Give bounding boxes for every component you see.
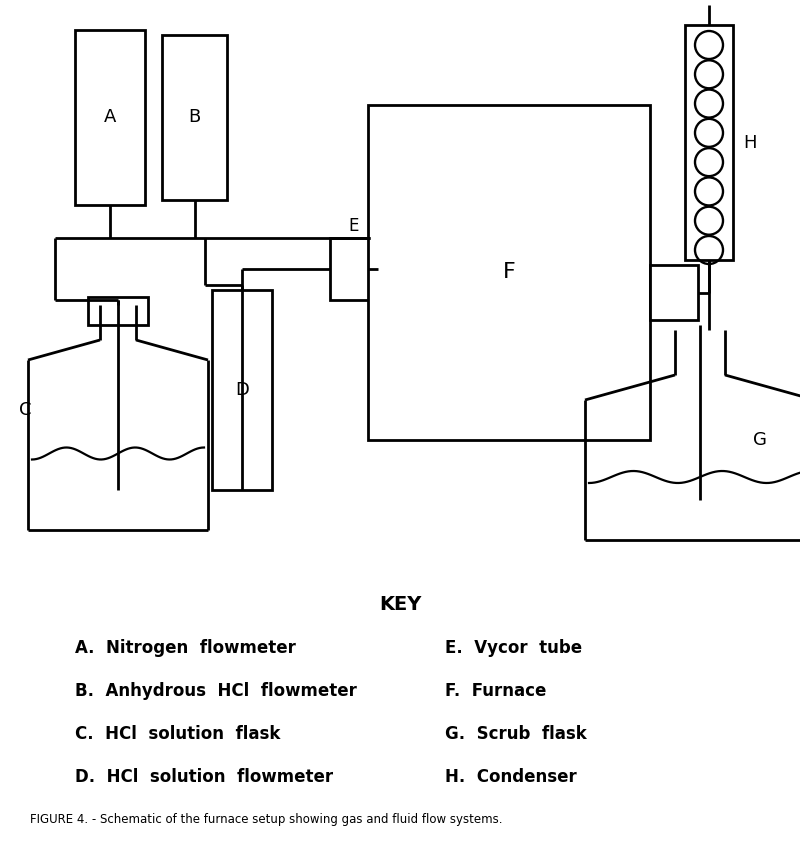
Bar: [162, 35, 227, 200]
Bar: [650, 265, 698, 320]
Text: D.  HCl  solution  flowmeter: D. HCl solution flowmeter: [75, 768, 333, 786]
Text: FIGURE 4. - Schematic of the furnace setup showing gas and fluid flow systems.: FIGURE 4. - Schematic of the furnace set…: [30, 814, 502, 826]
Bar: [75, 30, 145, 205]
Bar: [88, 297, 148, 325]
Text: H: H: [743, 133, 757, 152]
Text: G.  Scrub  flask: G. Scrub flask: [445, 725, 586, 743]
Text: F.  Furnace: F. Furnace: [445, 682, 546, 700]
Text: F: F: [502, 262, 515, 283]
Bar: [212, 290, 272, 490]
Text: E.  Vycor  tube: E. Vycor tube: [445, 639, 582, 657]
Text: C.  HCl  solution  flask: C. HCl solution flask: [75, 725, 280, 743]
Text: E: E: [349, 217, 359, 235]
Text: G: G: [753, 431, 767, 449]
Text: KEY: KEY: [379, 596, 421, 614]
Bar: [330, 238, 378, 300]
Text: H.  Condenser: H. Condenser: [445, 768, 577, 786]
Bar: [368, 105, 650, 440]
Bar: [685, 25, 733, 260]
Text: A.  Nitrogen  flowmeter: A. Nitrogen flowmeter: [75, 639, 296, 657]
Text: B.  Anhydrous  HCl  flowmeter: B. Anhydrous HCl flowmeter: [75, 682, 357, 700]
Text: C: C: [18, 401, 31, 419]
Text: D: D: [235, 381, 249, 399]
Text: A: A: [104, 109, 116, 127]
Text: B: B: [188, 109, 201, 127]
